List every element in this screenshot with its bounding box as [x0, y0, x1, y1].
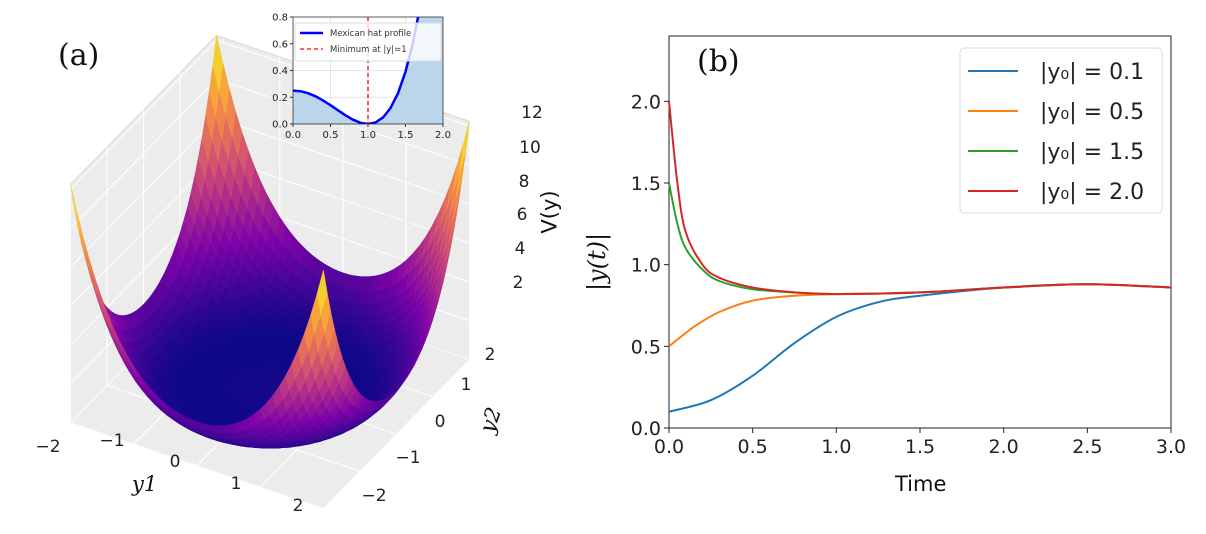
legend [959, 47, 1163, 214]
z-tick: 8 [518, 172, 530, 192]
series-line [668, 101, 1172, 296]
y1-tick: −1 [99, 431, 125, 451]
legend-label: |y₀| = 0.1 [1040, 60, 1144, 85]
inset-legend-label: Minimum at |y|=1 [330, 45, 407, 55]
y1-axis-label: y1 [132, 472, 158, 496]
legend-label: |y₀| = 2.0 [1040, 180, 1144, 205]
y1-tick: 1 [230, 474, 242, 494]
y-axis-label: |y(t)| [583, 232, 612, 292]
inset-y-tick-label: 0.8 [272, 13, 288, 24]
inset-y-tick-label: 0.6 [272, 39, 288, 50]
gridline [70, 78, 217, 229]
z-tick: 12 [521, 103, 543, 123]
gridline [216, 156, 470, 244]
z-axis-label: V(y) [537, 190, 562, 234]
y-tick-label: 0.5 [631, 336, 661, 358]
gridline [70, 117, 217, 268]
y-tick-label: 0.0 [631, 418, 661, 440]
gridline [70, 39, 217, 190]
z-tick: 6 [516, 205, 528, 225]
surface-patch [70, 184, 81, 233]
y2-tick: 2 [484, 345, 496, 365]
legend-label: |y₀| = 1.5 [1040, 140, 1144, 165]
inset-legend-label: Mexican hat profile [330, 29, 411, 39]
z-tick: 10 [519, 138, 541, 158]
inset-x-tick-label: 1.5 [398, 130, 414, 141]
x-tick-label: 2.0 [989, 436, 1019, 458]
y1-tick: 2 [292, 496, 304, 516]
y2-tick: 0 [434, 412, 446, 432]
z-tick: 2 [512, 273, 524, 293]
inset-y-tick-label: 0.4 [272, 66, 288, 77]
surface-patch [459, 121, 470, 174]
surface-patch [316, 270, 328, 315]
x-tick-label: 0.5 [738, 436, 768, 458]
y2-tick: 1 [460, 375, 472, 395]
inset-x-tick-label: 0.5 [323, 130, 339, 141]
inset-profile-chart: 0.0 0.5 1.0 1.5 2.0 0.0 0.2 0.4 0.6 0.8 Mexican ha… [272, 13, 451, 142]
legend-label: |y₀| = 0.5 [1040, 100, 1144, 125]
inset-legend [294, 22, 442, 62]
y2-tick: −1 [395, 448, 421, 468]
y1-tick: 0 [169, 452, 181, 472]
panel-label-b: (b) [697, 44, 740, 79]
y-tick-label: 1.0 [631, 255, 661, 277]
inset-y-tick-label: 0.0 [272, 120, 288, 131]
gridline [216, 117, 470, 205]
trajectory-chart: 0.0 0.5 1.0 1.5 2.0 2.5 3.0 0.0 0.5 1.0 1.5 2.0 |y₀|… [631, 35, 1186, 458]
x-axis-label: Time [895, 472, 947, 496]
x-tick-label: 0.0 [654, 436, 684, 458]
x-tick-label: 2.5 [1072, 436, 1102, 458]
inset-x-tick-label: 0.0 [285, 130, 301, 141]
y-tick-label: 2.0 [631, 91, 661, 113]
panel-label-a: (a) [58, 38, 100, 73]
surface-patch [212, 35, 224, 92]
x-tick-label: 1.0 [821, 436, 851, 458]
x-tick-label: 1.5 [905, 436, 935, 458]
inset-x-tick-label: 2.0 [435, 130, 451, 141]
surface-plot [69, 34, 471, 510]
y2-tick: −2 [361, 486, 387, 506]
x-tick-label: 3.0 [1156, 436, 1186, 458]
inset-x-tick-label: 1.0 [360, 130, 376, 141]
inset-fill-area [293, 17, 443, 124]
z-tick: 4 [514, 239, 526, 259]
gridline [323, 359, 470, 509]
y-tick-label: 1.5 [631, 173, 661, 195]
inset-y-tick-label: 0.2 [272, 93, 288, 104]
y1-tick: −2 [35, 437, 61, 457]
